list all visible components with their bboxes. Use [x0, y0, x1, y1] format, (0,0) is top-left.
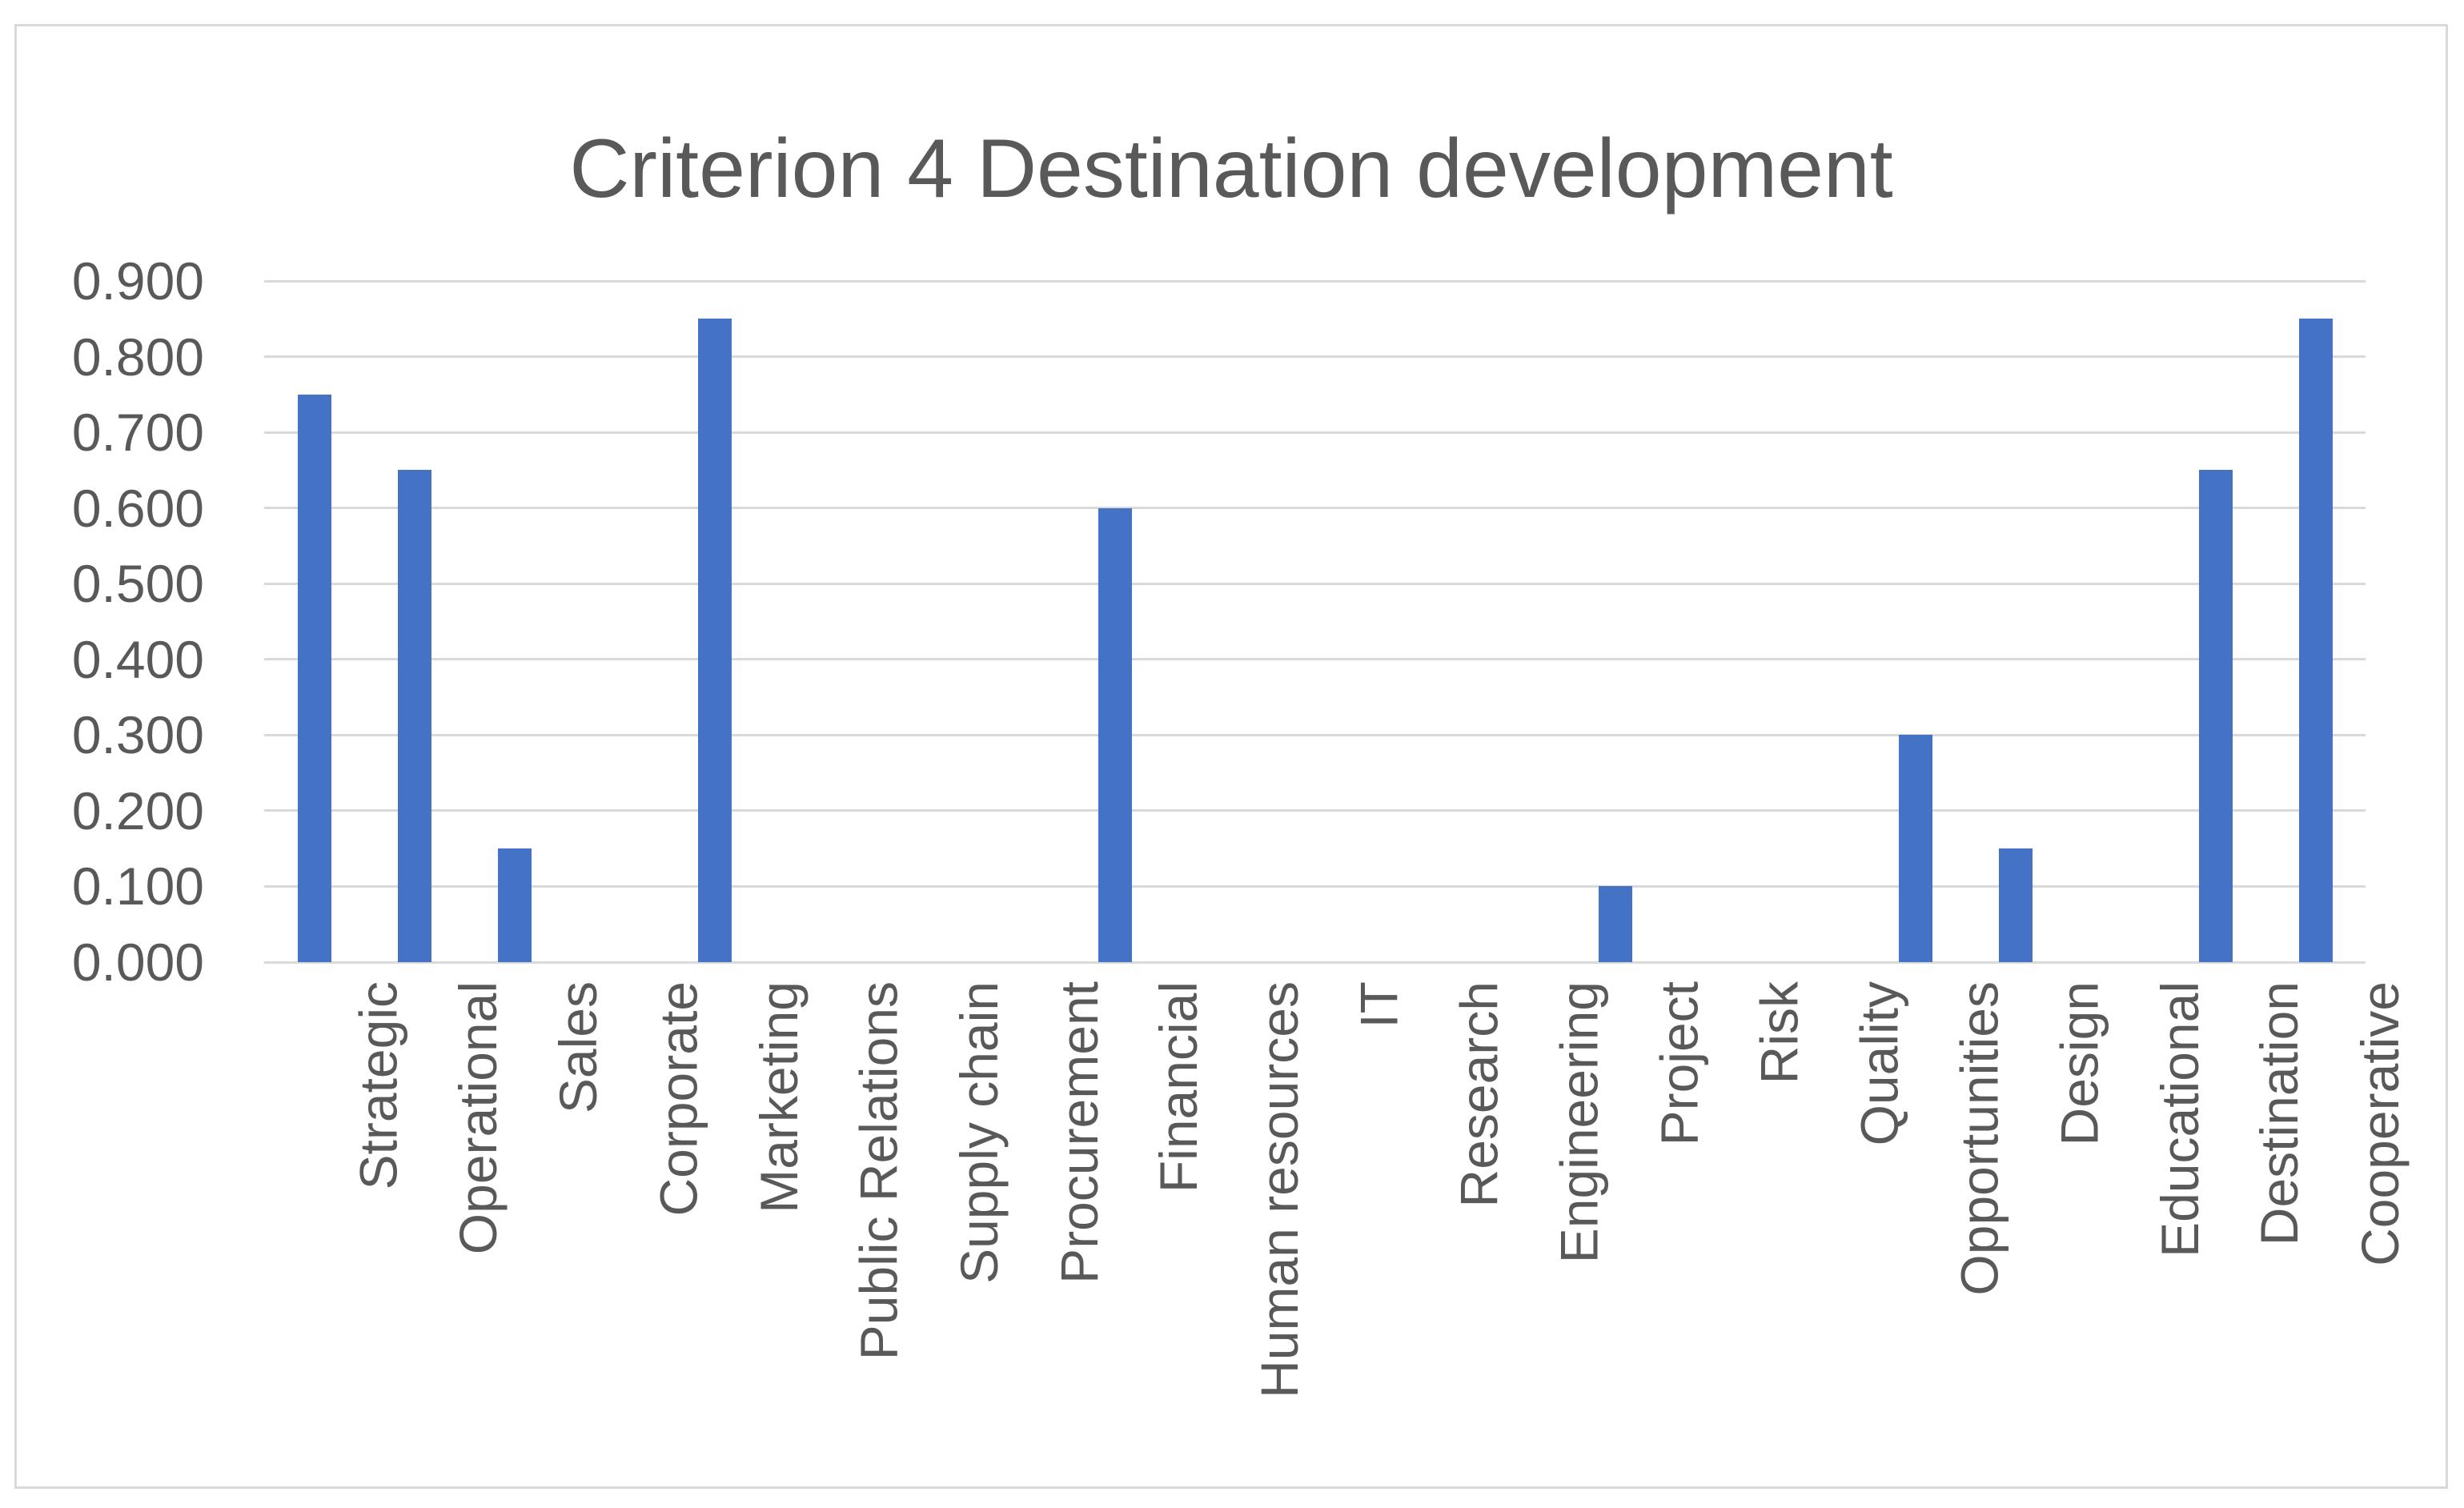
chart-title: Criterion 4 Destination development — [569, 122, 1893, 215]
chart-frame: Criterion 4 Destination development — [14, 24, 2448, 1489]
